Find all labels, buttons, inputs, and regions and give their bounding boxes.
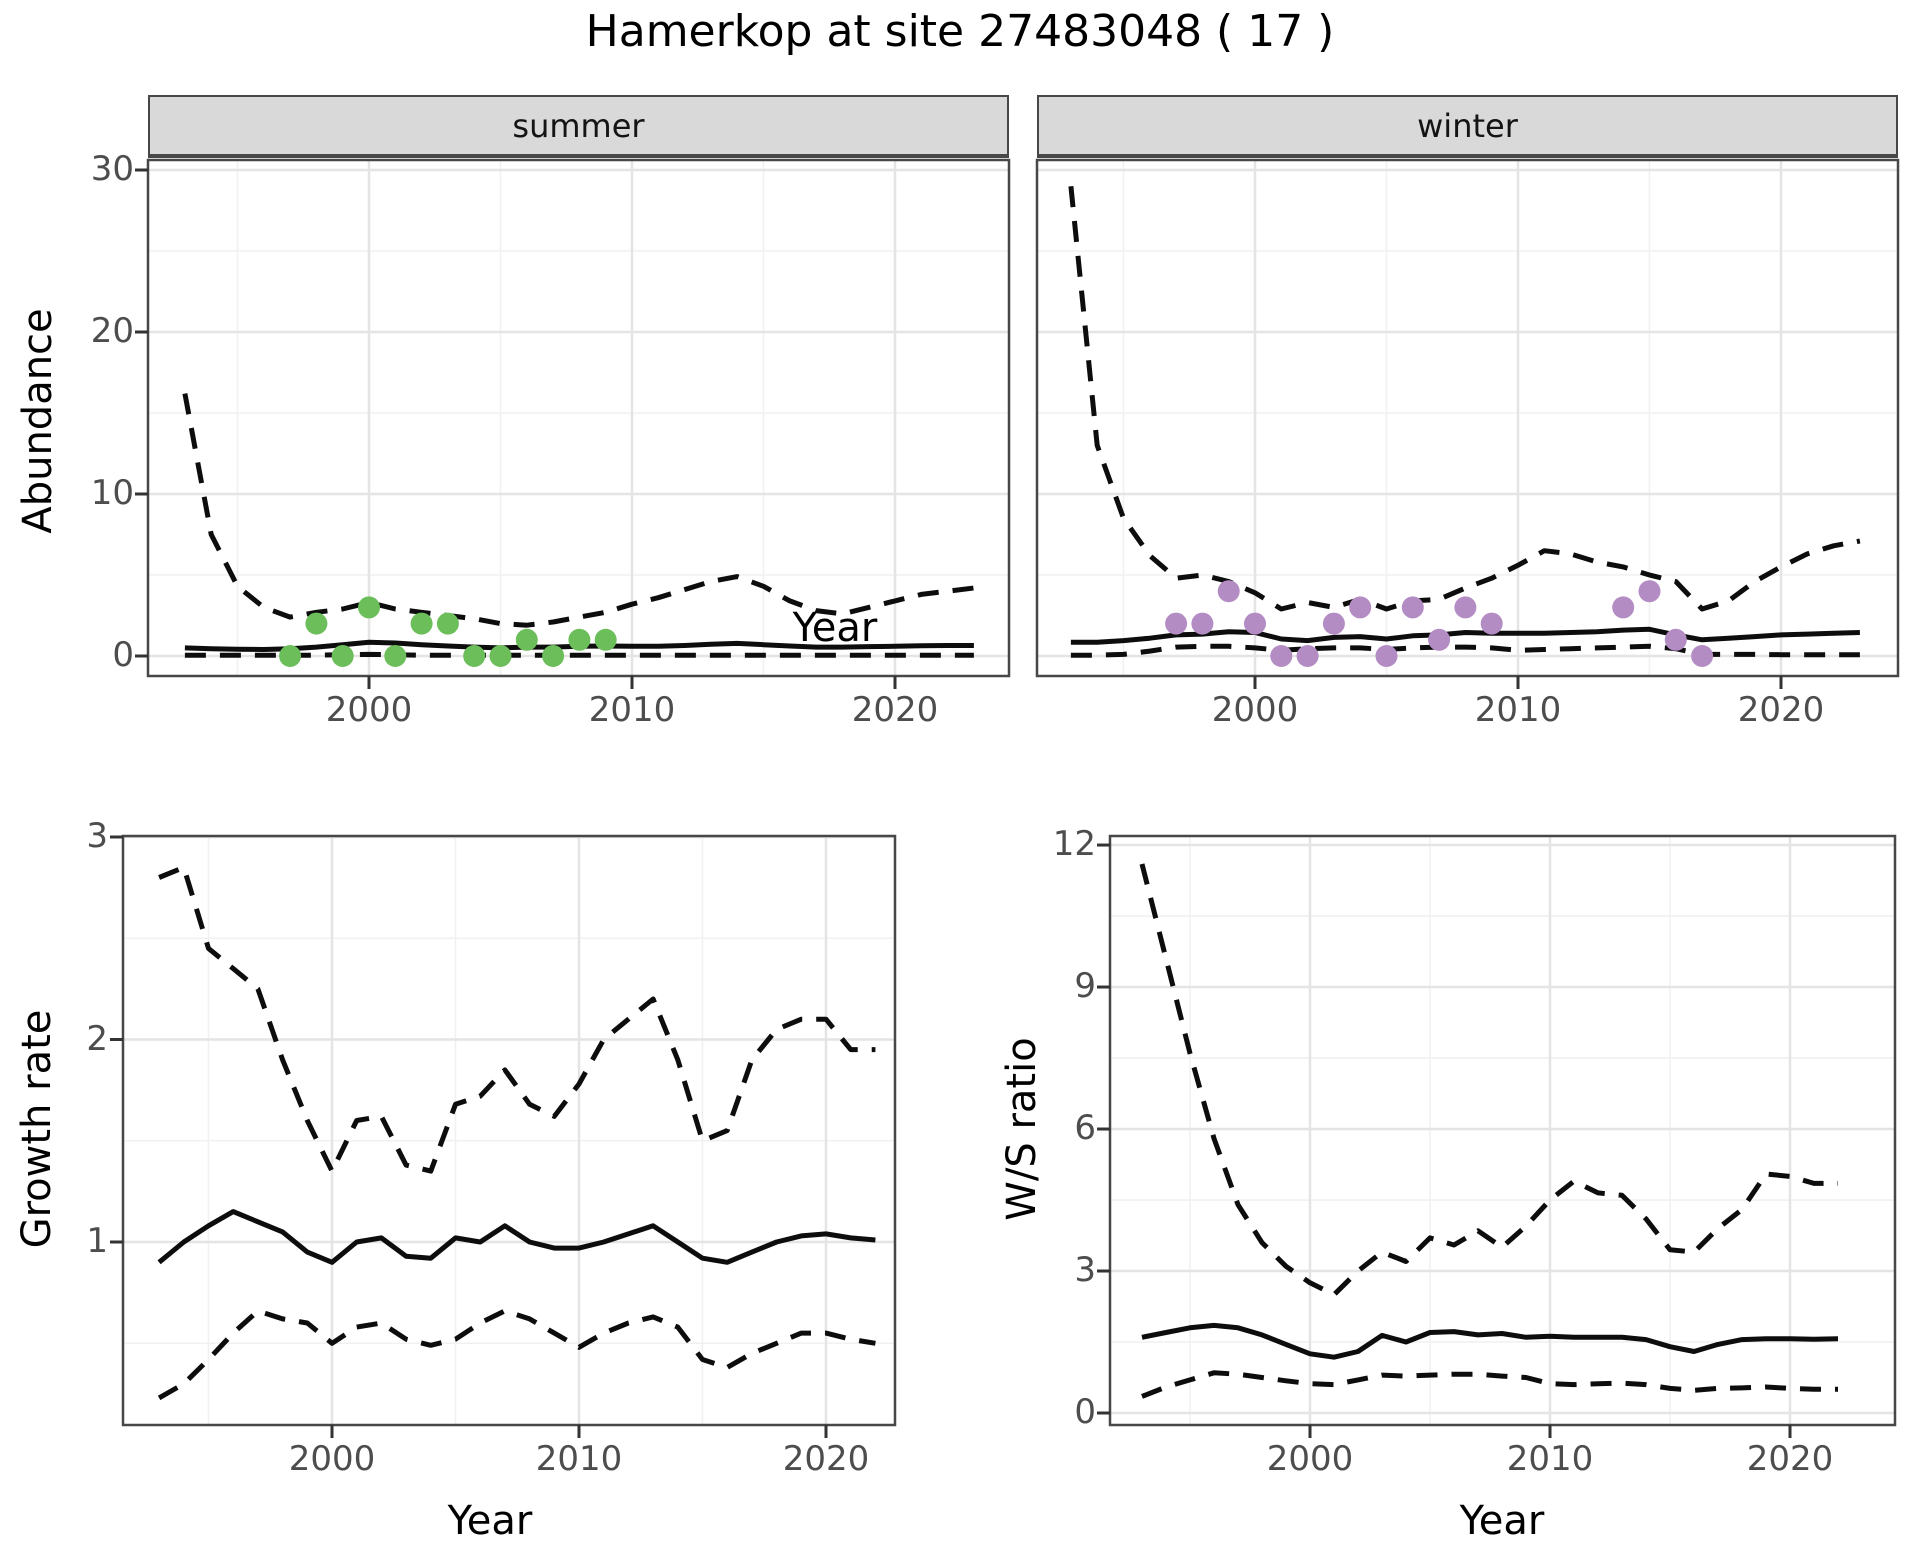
growth_rate-x-tick-label: 2020: [782, 1439, 870, 1479]
summer-y-tick-label: 30: [90, 149, 134, 189]
observed_summer-point: [463, 645, 486, 667]
facet-strip-summer: summer: [148, 95, 1009, 158]
summer-x-tick-label: 2010: [588, 690, 676, 730]
growth_rate-x-tick-label: 2010: [535, 1439, 623, 1479]
summer-y-tick-label: 20: [90, 311, 134, 351]
observed_winter-point: [1349, 596, 1372, 619]
facet-strip-winter: winter: [1037, 95, 1898, 158]
observed_winter-point: [1428, 628, 1451, 651]
observed_summer-point: [436, 612, 459, 635]
year-axis-title-top: Year: [792, 605, 878, 651]
summer-upper_ci-line: [182, 393, 975, 628]
observed_winter-point: [1401, 596, 1424, 619]
winter-lower_ci-line: [1070, 643, 1860, 658]
summer-lower_ci-line: [184, 651, 974, 658]
winter-mean-line: [1070, 626, 1860, 645]
growth-rate-panel: [110, 834, 897, 1438]
observed_summer-point: [489, 645, 512, 667]
growth_rate-upper_ci-line: [158, 864, 876, 1174]
ws_ratio-upper_ci-line: [1139, 863, 1838, 1298]
ws_ratio-y-tick-label: 12: [1052, 824, 1096, 865]
observed_summer-point: [305, 612, 328, 635]
observed_summer-point: [279, 645, 302, 667]
ws_ratio-mean-line: [1141, 1322, 1839, 1360]
figure-title: Hamerkop at site 27483048 ( 17 ): [585, 6, 1335, 57]
ws_ratio-x-tick-label: 2010: [1506, 1439, 1594, 1479]
observed_winter-point: [1691, 645, 1714, 667]
observed_winter-point: [1322, 612, 1345, 635]
observed_summer-point: [515, 628, 538, 651]
ws_ratio-y-tick-label: 3: [1074, 1250, 1096, 1290]
growth_rate-y-tick-label: 2: [86, 1018, 108, 1059]
observed_winter-point: [1638, 580, 1661, 603]
observed_winter-point: [1244, 612, 1266, 635]
observed_winter-point: [1217, 580, 1240, 603]
summer-x-tick-label: 2000: [325, 690, 413, 730]
winter-x-tick-label: 2010: [1474, 690, 1562, 730]
observed_summer-point: [594, 628, 617, 651]
ws_ratio-y-tick-label: 6: [1074, 1108, 1096, 1149]
ws_ratio-x-tick-label: 2020: [1746, 1439, 1834, 1479]
ws_ratio-x-tick-label: 2000: [1266, 1439, 1354, 1479]
growth_rate-mean-line: [157, 1209, 876, 1265]
winter-x-tick-label: 2020: [1737, 690, 1825, 730]
ws-ratio-panel: [1097, 834, 1897, 1438]
winter-abundance-panel: [1035, 158, 1900, 689]
observed_summer-point: [542, 645, 565, 667]
year-axis-title-growth: Year: [447, 1498, 533, 1544]
winter-upper_ci-line: [1068, 185, 1861, 612]
growth_rate-x-tick-label: 2000: [288, 1439, 376, 1479]
ws_ratio-lower_ci-line: [1141, 1370, 1838, 1399]
observed_winter-point: [1270, 645, 1293, 667]
observed_summer-point: [410, 612, 433, 635]
observed_winter-point: [1296, 645, 1319, 667]
summer-abundance-panel: [135, 158, 1011, 689]
observed_winter-point: [1191, 612, 1214, 635]
observed_winter-point: [1612, 596, 1635, 619]
ws_ratio-y-tick-label: 9: [1074, 966, 1096, 1007]
growth_rate-y-tick-label: 3: [86, 816, 108, 856]
observed_summer-point: [384, 645, 407, 667]
observed_winter-point: [1664, 628, 1687, 651]
observed_summer-point: [331, 645, 354, 667]
winter-x-tick-label: 2000: [1211, 690, 1299, 730]
facet-strip-summer-label: summer: [512, 106, 645, 145]
summer-y-tick-label: 10: [90, 473, 134, 513]
facet-strip-winter-label: winter: [1417, 106, 1518, 145]
year-axis-title-ws: Year: [1459, 1498, 1545, 1544]
observed_winter-point: [1165, 612, 1188, 635]
observed_summer-point: [358, 596, 380, 619]
summer-y-tick-label: 0: [112, 635, 134, 675]
observed_summer-point: [568, 628, 591, 651]
observed_winter-point: [1375, 645, 1398, 667]
growth_rate-y-tick-label: 1: [86, 1221, 108, 1261]
summer-x-tick-label: 2020: [851, 690, 939, 730]
observed_winter-point: [1454, 596, 1477, 619]
ws_ratio-y-tick-label: 0: [1074, 1392, 1096, 1432]
observed_winter-point: [1480, 612, 1503, 635]
growth_rate-lower_ci-line: [157, 1308, 876, 1401]
